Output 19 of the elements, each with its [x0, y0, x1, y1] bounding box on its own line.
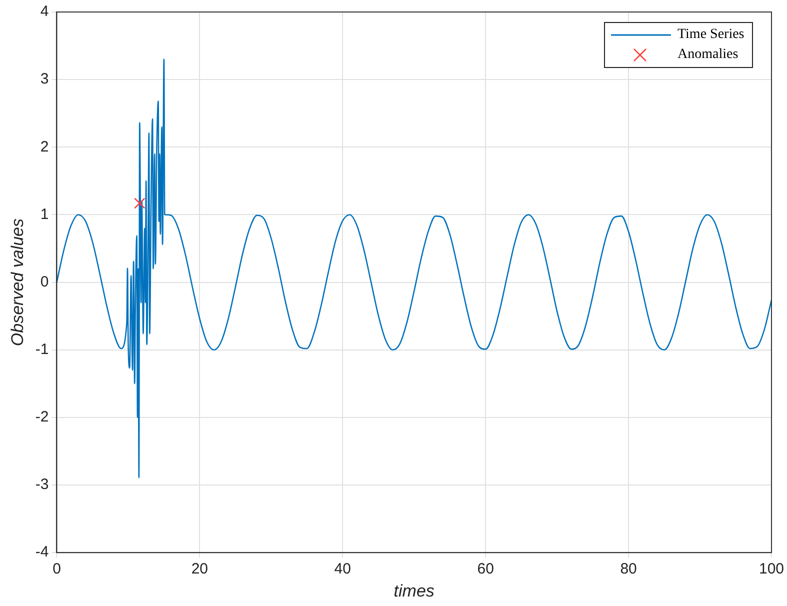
legend-label: Time Series	[677, 26, 744, 44]
y-tick-label: 2	[40, 138, 49, 156]
x-tick-label: 20	[191, 560, 208, 578]
y-tick-label: -2	[35, 408, 49, 426]
legend-label: Anomalies	[677, 46, 738, 64]
x-tick-label: 0	[52, 560, 61, 578]
y-axis-title: Observed values	[8, 218, 27, 346]
y-tick-label: 0	[40, 273, 49, 290]
y-tick-label: 1	[40, 206, 49, 223]
y-tick-label: -1	[35, 341, 49, 358]
x-tick-label: 60	[477, 560, 494, 578]
y-tick-label: 3	[40, 70, 49, 88]
x-tick-label: 40	[334, 560, 351, 578]
x-tick-label: 100	[758, 560, 784, 578]
y-tick-label: -3	[35, 476, 49, 494]
x-tick-label: 80	[620, 560, 637, 578]
y-tick-label: -4	[35, 544, 49, 561]
y-tick-label: 4	[40, 3, 49, 20]
x-axis-title: times	[394, 582, 435, 601]
